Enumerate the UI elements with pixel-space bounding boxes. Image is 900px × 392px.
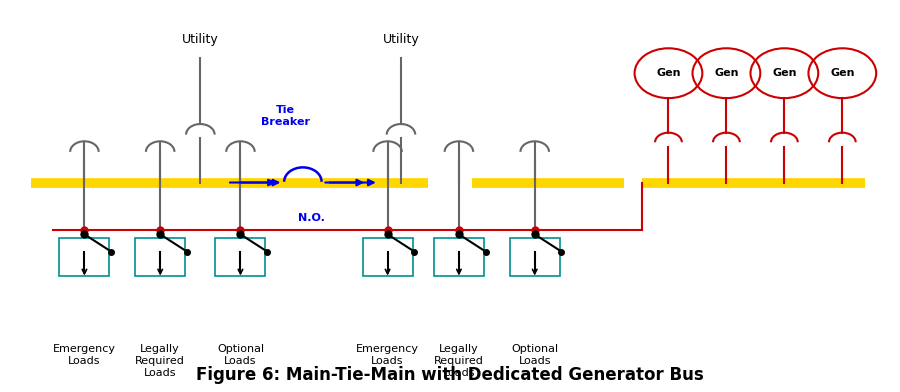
Text: Gen: Gen: [656, 68, 680, 78]
Text: Figure 6: Main-Tie-Main with Dedicated Generator Bus: Figure 6: Main-Tie-Main with Dedicated G…: [196, 366, 704, 384]
Text: Emergency
Loads: Emergency Loads: [53, 344, 116, 366]
Bar: [215, 238, 266, 276]
Text: Optional
Loads: Optional Loads: [511, 344, 558, 366]
Bar: [434, 238, 484, 276]
Bar: [59, 238, 110, 276]
Bar: [135, 238, 185, 276]
Text: Gen: Gen: [715, 68, 739, 78]
Bar: [509, 238, 560, 276]
Text: Emergency
Loads: Emergency Loads: [356, 344, 419, 366]
Text: Utility: Utility: [382, 33, 419, 46]
Text: Legally
Required
Loads: Legally Required Loads: [135, 344, 185, 378]
Text: Gen: Gen: [772, 68, 796, 78]
Text: N.O.: N.O.: [299, 213, 325, 223]
Bar: [363, 238, 412, 276]
Text: Gen: Gen: [830, 68, 855, 78]
Text: Legally
Required
Loads: Legally Required Loads: [434, 344, 484, 378]
Text: Optional
Loads: Optional Loads: [217, 344, 264, 366]
Text: Utility: Utility: [182, 33, 219, 46]
Text: Tie
Breaker: Tie Breaker: [260, 105, 310, 127]
